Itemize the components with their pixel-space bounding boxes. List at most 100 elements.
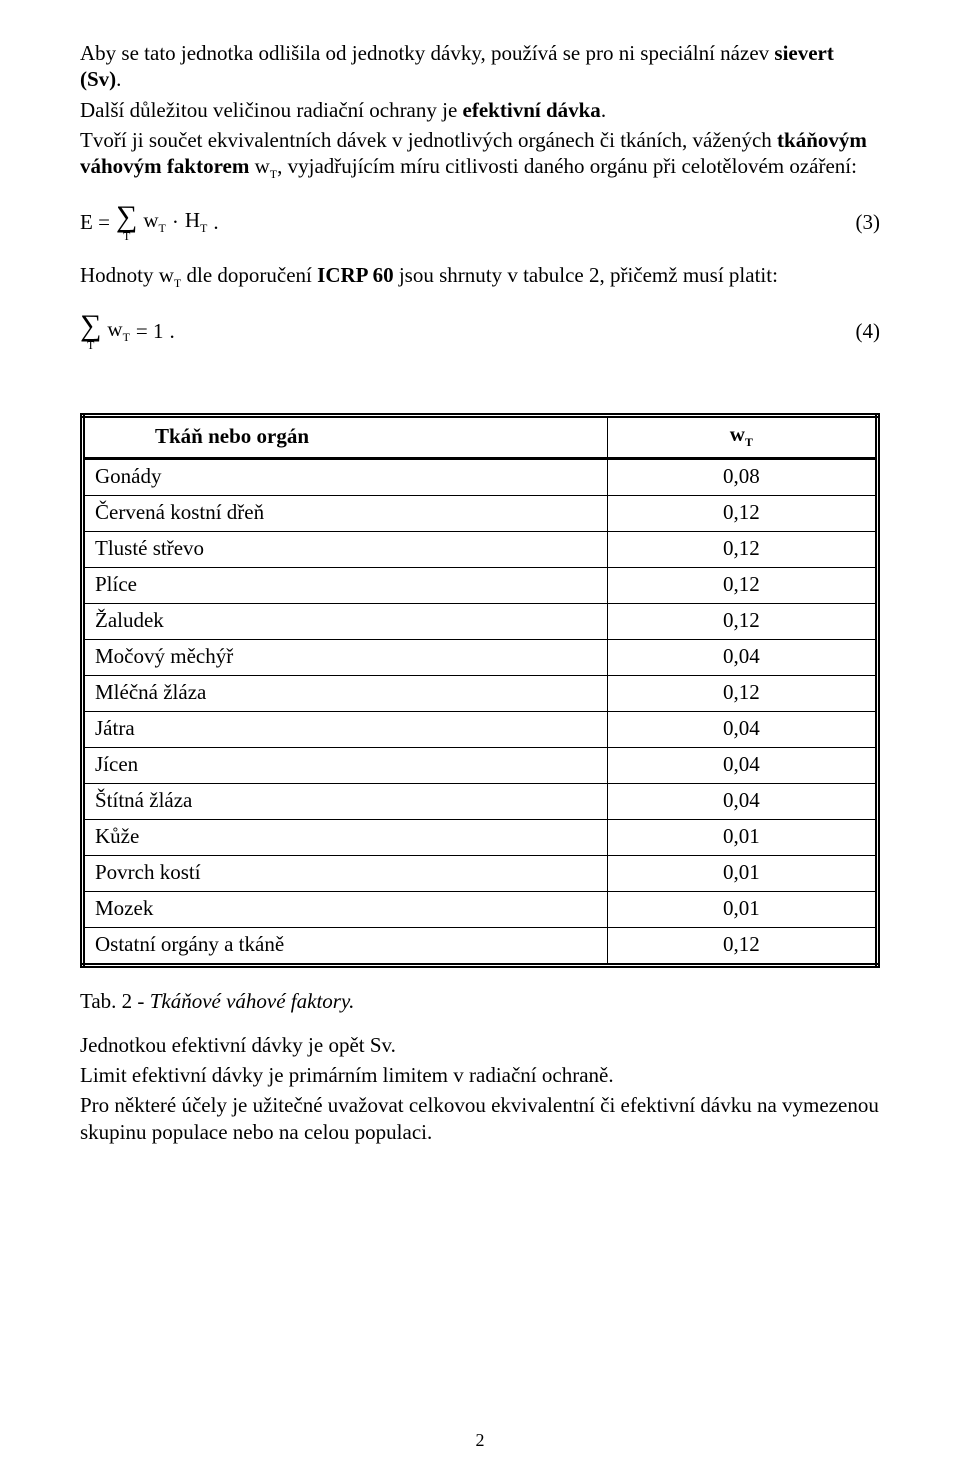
sum-symbol: ∑ T	[80, 311, 101, 351]
table-row: Tlusté střevo0,12	[83, 531, 878, 567]
table-row: Plíce0,12	[83, 567, 878, 603]
cell-organ: Červená kostní dřeň	[83, 495, 608, 531]
table-row: Červená kostní dřeň0,12	[83, 495, 878, 531]
table-row: Močový měchýř0,04	[83, 639, 878, 675]
table-row: Štítná žláza0,04	[83, 783, 878, 819]
text: Aby se tato jednotka odlišila od jednotk…	[80, 41, 774, 65]
table-row: Povrch kostí0,01	[83, 855, 878, 891]
equation-3: E = ∑ T wT · HT . (3)	[80, 202, 880, 242]
column-header-wt: wT	[607, 416, 877, 458]
cell-organ: Žaludek	[83, 603, 608, 639]
text: Tvoří ji součet ekvivalentních dávek v j…	[80, 128, 777, 152]
equation-4: ∑ T wT = 1 . (4)	[80, 311, 880, 351]
eq-period: .	[213, 210, 218, 235]
term-icrp60: ICRP 60	[317, 263, 393, 287]
eq-period: .	[170, 319, 175, 344]
tissue-weights-table: Tkáň nebo orgán wT Gonády0,08 Červená ko…	[80, 413, 880, 967]
header-text: w	[730, 422, 745, 446]
cell-wt: 0,12	[607, 927, 877, 965]
cell-wt: 0,01	[607, 855, 877, 891]
cell-wt: 0,12	[607, 567, 877, 603]
subscript: T	[123, 330, 130, 344]
var-w: w	[143, 208, 158, 232]
cell-wt: 0,12	[607, 495, 877, 531]
cell-organ: Tlusté střevo	[83, 531, 608, 567]
cell-wt: 0,04	[607, 783, 877, 819]
text: .	[116, 67, 121, 91]
var-w: w	[107, 317, 122, 341]
sum-subscript: T	[87, 339, 94, 351]
eq-term: wT	[143, 208, 166, 236]
equation-body: E = ∑ T wT · HT .	[80, 202, 219, 242]
term-efektivni-davka: efektivní dávka	[463, 98, 601, 122]
table-row: Játra0,04	[83, 711, 878, 747]
cell-organ: Mozek	[83, 891, 608, 927]
table-header-row: Tkáň nebo orgán wT	[83, 416, 878, 458]
paragraph-7: Pro některé účely je užitečné uvažovat c…	[80, 1092, 880, 1145]
table-caption: Tab. 2 - Tkáňové váhové faktory.	[80, 988, 880, 1014]
cell-wt: 0,12	[607, 531, 877, 567]
text: .	[601, 98, 606, 122]
cell-wt: 0,04	[607, 639, 877, 675]
cell-wt: 0,08	[607, 458, 877, 495]
eq-rhs: = 1	[136, 319, 164, 344]
var-h: H	[185, 208, 200, 232]
subscript: T	[158, 221, 165, 235]
text: Hodnoty w	[80, 263, 174, 287]
sum-subscript: T	[123, 230, 130, 242]
page-number: 2	[0, 1430, 960, 1451]
cell-wt: 0,01	[607, 891, 877, 927]
table-row: Gonády0,08	[83, 458, 878, 495]
sum-symbol: ∑ T	[116, 202, 137, 242]
page-container: Aby se tato jednotka odlišila od jednotk…	[0, 0, 960, 1481]
paragraph-5: Jednotkou efektivní dávky je opět Sv.	[80, 1032, 880, 1058]
paragraph-6: Limit efektivní dávky je primárním limit…	[80, 1062, 880, 1088]
table-row: Ostatní orgány a tkáně0,12	[83, 927, 878, 965]
eq-term: HT	[185, 208, 208, 236]
cell-organ: Jícen	[83, 747, 608, 783]
cell-wt: 0,04	[607, 747, 877, 783]
paragraph-2: Další důležitou veličinou radiační ochra…	[80, 97, 880, 123]
text: , vyjadřujícím míru citlivosti daného or…	[277, 154, 857, 178]
sigma-icon: ∑	[80, 311, 101, 341]
eq-term: wT	[107, 317, 130, 345]
cell-organ: Játra	[83, 711, 608, 747]
equation-number: (4)	[856, 319, 881, 344]
caption-text: Tkáňové váhové faktory.	[150, 989, 355, 1013]
table-row: Kůže0,01	[83, 819, 878, 855]
text: dle doporučení	[181, 263, 317, 287]
table-row: Mléčná žláza0,12	[83, 675, 878, 711]
cell-organ: Štítná žláza	[83, 783, 608, 819]
cell-organ: Kůže	[83, 819, 608, 855]
text: Další důležitou veličinou radiační ochra…	[80, 98, 463, 122]
equation-number: (3)	[856, 210, 881, 235]
column-header-organ: Tkáň nebo orgán	[83, 416, 608, 458]
paragraph-1: Aby se tato jednotka odlišila od jednotk…	[80, 40, 880, 93]
dot-operator: ·	[172, 210, 179, 235]
cell-organ: Plíce	[83, 567, 608, 603]
subscript: T	[270, 167, 277, 181]
subscript: T	[200, 221, 207, 235]
header-text: Tkáň nebo orgán	[155, 424, 309, 448]
table-row: Mozek0,01	[83, 891, 878, 927]
cell-organ: Ostatní orgány a tkáně	[83, 927, 608, 965]
table-row: Žaludek0,12	[83, 603, 878, 639]
text: jsou shrnuty v tabulce 2, přičemž musí p…	[394, 263, 778, 287]
equation-body: ∑ T wT = 1 .	[80, 311, 175, 351]
caption-lead: Tab. 2 -	[80, 989, 150, 1013]
cell-organ: Mléčná žláza	[83, 675, 608, 711]
subscript: T	[745, 436, 753, 450]
text: w	[249, 154, 269, 178]
cell-wt: 0,12	[607, 603, 877, 639]
table-row: Jícen0,04	[83, 747, 878, 783]
cell-organ: Močový měchýř	[83, 639, 608, 675]
paragraph-4: Hodnoty wT dle doporučení ICRP 60 jsou s…	[80, 262, 880, 291]
eq-lhs: E =	[80, 210, 110, 235]
sigma-icon: ∑	[116, 202, 137, 232]
cell-wt: 0,04	[607, 711, 877, 747]
paragraph-3: Tvoří ji součet ekvivalentních dávek v j…	[80, 127, 880, 182]
cell-wt: 0,12	[607, 675, 877, 711]
cell-organ: Gonády	[83, 458, 608, 495]
cell-organ: Povrch kostí	[83, 855, 608, 891]
cell-wt: 0,01	[607, 819, 877, 855]
